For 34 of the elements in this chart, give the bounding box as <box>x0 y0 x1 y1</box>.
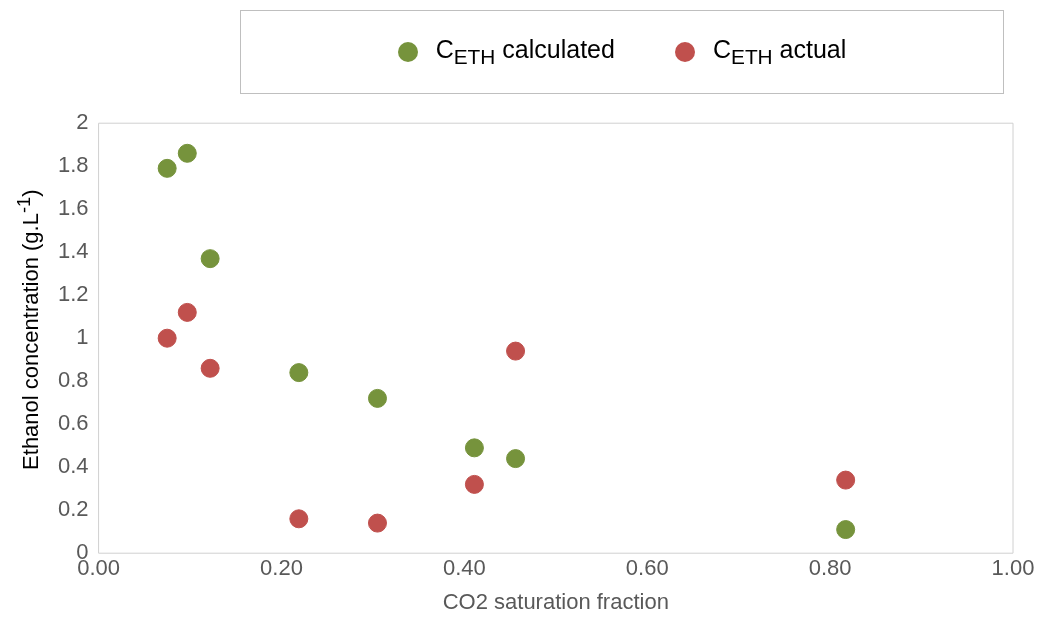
y-tick-label: 0.6 <box>57 410 89 436</box>
legend-label: C$_{ETH}$ calculated <box>435 35 615 69</box>
point <box>464 474 484 494</box>
point <box>177 302 197 322</box>
x-tick-label: 0.40 <box>442 555 486 581</box>
y-tick-label: 1 <box>76 324 89 350</box>
y-tick-label: 0.2 <box>57 496 89 522</box>
point <box>157 158 177 178</box>
y-tick-label: 1.8 <box>57 152 89 178</box>
point <box>506 341 526 361</box>
y-tick-label: 0.8 <box>57 367 89 393</box>
point <box>464 438 484 458</box>
y-tick-label: 0.4 <box>57 453 89 479</box>
x-axis-title: CO2 saturation fraction <box>442 588 669 614</box>
point <box>157 328 177 348</box>
y-tick-label: 1.6 <box>57 195 89 221</box>
point <box>200 249 220 269</box>
point <box>836 520 856 540</box>
x-tick-label: 1.00 <box>991 555 1035 581</box>
point <box>200 358 220 378</box>
x-tick-label: 0.80 <box>808 555 852 581</box>
x-tick-label: 0.20 <box>260 555 303 581</box>
point <box>367 513 387 533</box>
legend-label: C$_{ETH}$ actual <box>712 35 847 69</box>
point <box>506 449 526 469</box>
y-tick-label: 1.2 <box>57 281 89 307</box>
y-tick-label: 1.4 <box>57 238 89 264</box>
point <box>177 143 197 163</box>
point <box>289 363 309 383</box>
point <box>836 470 856 490</box>
point <box>367 388 387 408</box>
point <box>289 509 309 529</box>
x-tick-label: 0.60 <box>625 555 669 581</box>
y-tick-label: 2 <box>76 109 89 135</box>
